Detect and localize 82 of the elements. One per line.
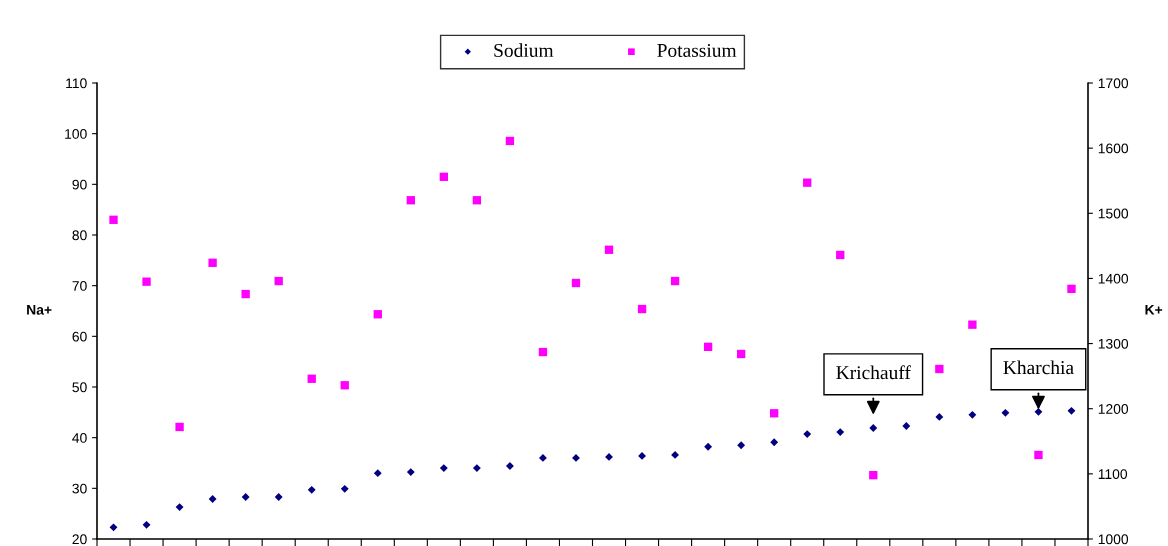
point xyxy=(340,484,349,493)
y-axis-title: Na+ xyxy=(27,305,52,315)
y2-tick-label: 1300 xyxy=(1098,338,1129,349)
y-tick-label: 60 xyxy=(72,331,87,342)
y-tick-label: 30 xyxy=(72,483,87,494)
legend-label: Sodium xyxy=(494,43,554,57)
y-tick-label: 40 xyxy=(72,433,87,443)
point xyxy=(935,364,944,374)
point xyxy=(836,250,845,260)
point xyxy=(1067,284,1076,294)
point xyxy=(142,520,151,529)
point xyxy=(109,523,118,532)
y2-tick-label: 1200 xyxy=(1098,404,1129,414)
point xyxy=(109,215,118,224)
point xyxy=(175,503,184,512)
point xyxy=(604,245,614,254)
point xyxy=(704,442,713,451)
y-tick-label: 100 xyxy=(65,129,87,139)
point xyxy=(572,454,580,462)
point xyxy=(241,493,250,501)
point xyxy=(736,349,746,359)
point xyxy=(935,412,944,421)
y-tick-label: 50 xyxy=(72,382,87,393)
point xyxy=(307,374,316,383)
point xyxy=(208,495,217,503)
point xyxy=(737,441,746,450)
point xyxy=(1001,408,1010,417)
point xyxy=(571,278,581,288)
y-tick-label: 110 xyxy=(66,78,87,89)
point xyxy=(406,196,415,205)
point xyxy=(770,438,779,447)
point xyxy=(770,409,779,418)
point xyxy=(605,452,613,461)
point xyxy=(671,450,680,459)
y2-tick-label: 1400 xyxy=(1098,273,1129,284)
y-tick-label: 80 xyxy=(72,230,87,241)
y2-axis-title: K+ xyxy=(1145,305,1163,315)
point xyxy=(1067,406,1076,415)
point xyxy=(902,422,911,430)
point xyxy=(274,493,283,501)
y-tick-label: 70 xyxy=(72,281,87,291)
point xyxy=(505,462,514,470)
y2-tick-label: 1600 xyxy=(1098,143,1129,154)
point xyxy=(439,464,448,472)
point xyxy=(670,276,680,286)
annotation: Krichauff xyxy=(836,365,911,380)
point xyxy=(241,289,250,299)
y2-tick-label: 1500 xyxy=(1098,208,1129,219)
point xyxy=(803,178,812,187)
point xyxy=(406,468,415,477)
y-tick-label: 20 xyxy=(72,534,87,545)
point xyxy=(307,485,316,494)
y2-tick-label: 1700 xyxy=(1098,78,1129,89)
y-tick-label: 90 xyxy=(72,179,87,190)
point xyxy=(703,342,713,351)
point xyxy=(803,430,812,439)
point xyxy=(175,422,184,432)
y2-tick-label: 1000 xyxy=(1098,534,1129,545)
point xyxy=(869,470,878,480)
point xyxy=(472,464,481,472)
legend-label: Potassium xyxy=(657,43,737,57)
point xyxy=(869,424,878,432)
point xyxy=(439,172,449,181)
point xyxy=(637,304,647,314)
point xyxy=(638,451,646,460)
point xyxy=(539,454,547,462)
point xyxy=(472,196,482,205)
point xyxy=(1034,407,1043,416)
point xyxy=(340,381,349,390)
point xyxy=(968,410,977,419)
point xyxy=(142,277,151,286)
point xyxy=(1034,450,1043,460)
point xyxy=(505,136,515,146)
point xyxy=(373,469,382,478)
point xyxy=(208,258,217,267)
point xyxy=(274,276,283,286)
annotation: Kharchia xyxy=(1003,360,1074,375)
y2-tick-label: 1100 xyxy=(1098,469,1128,480)
point xyxy=(968,320,977,329)
point xyxy=(538,347,548,357)
point xyxy=(836,428,845,437)
point xyxy=(373,310,382,319)
